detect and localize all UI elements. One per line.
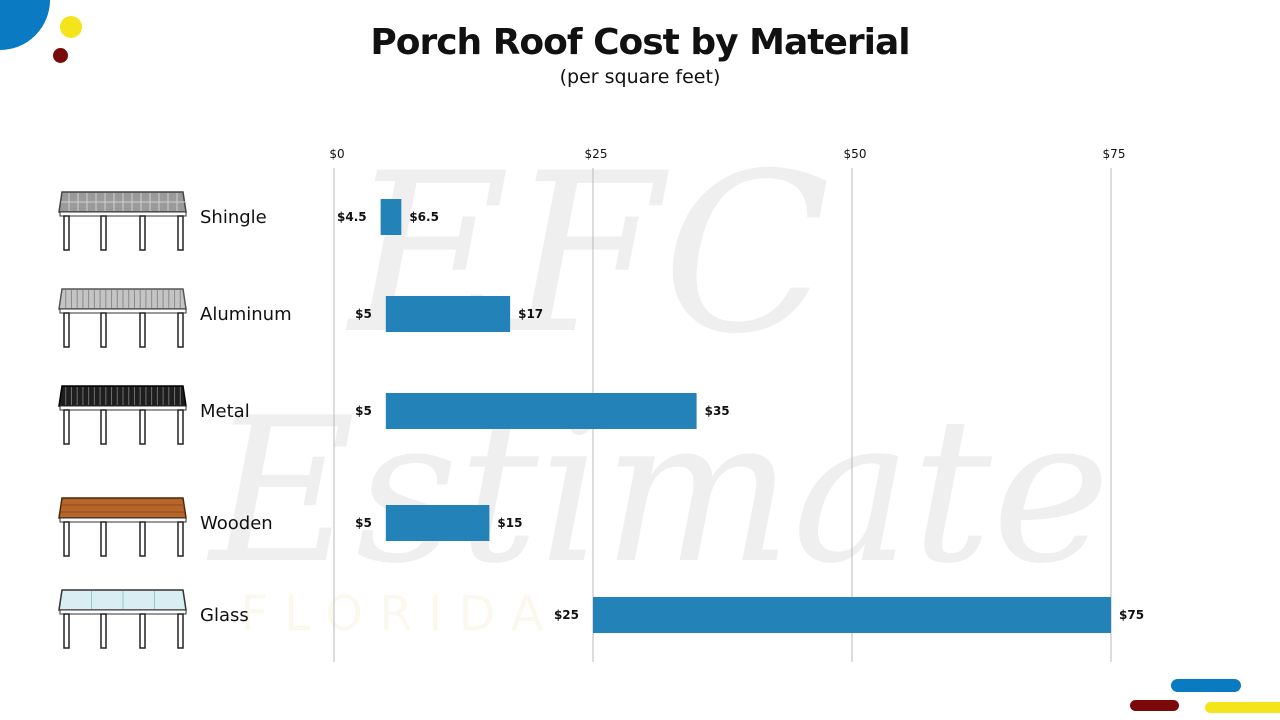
value-labels: $4.5 $6.5 $5 $17 $5 $35 $5 $15 $25 $75 [337,210,1144,622]
high-value-label-shingle: $6.5 [409,210,439,224]
category-icons [58,191,187,649]
bar-metal [385,393,697,429]
glass-roof-icon [58,589,187,649]
shingle-roof-icon [58,191,187,251]
bars [380,199,1111,633]
chart-subtitle: (per square feet) [559,66,721,88]
x-tick-label-2: $50 [844,147,867,161]
bar-shingle [380,199,402,235]
high-value-label-aluminum: $17 [518,307,543,321]
maroon-dot-decoration [53,48,68,63]
x-tick-label-0: $0 [329,147,344,161]
maroon-pill-decoration [1130,700,1179,711]
wooden-roof-icon [58,497,187,557]
low-value-label-glass: $25 [554,608,579,622]
watermark-efc: EFC [345,126,831,382]
low-value-label-metal: $5 [355,404,372,418]
category-label-aluminum: Aluminum [200,304,292,325]
watermark: EFC Estimate FLORIDA [206,126,1111,642]
yellow-dot-decoration [60,16,82,38]
low-value-label-aluminum: $5 [355,307,372,321]
watermark-florida: FLORIDA [241,586,560,642]
x-tick-label-1: $25 [585,147,608,161]
low-value-label-wooden: $5 [355,516,372,530]
category-label-glass: Glass [200,605,249,626]
high-value-label-glass: $75 [1119,608,1144,622]
blue-pill-decoration [1171,679,1241,692]
high-value-label-metal: $35 [705,404,730,418]
bar-wooden [385,505,490,541]
bar-aluminum [385,296,511,332]
yellow-pill-decoration [1205,702,1280,713]
metal-roof-icon [58,385,187,445]
low-value-label-shingle: $4.5 [337,210,367,224]
aluminum-roof-icon [58,288,187,348]
bar-glass [593,597,1111,633]
category-labels: Shingle Aluminum Metal Wooden Glass [200,207,292,626]
category-label-shingle: Shingle [200,207,267,228]
category-label-metal: Metal [200,401,250,422]
x-axis-ticks: $0 $25 $50 $75 [329,147,1125,161]
high-value-label-wooden: $15 [497,516,522,530]
x-tick-label-3: $75 [1103,147,1126,161]
category-label-wooden: Wooden [200,513,273,534]
chart-title: Porch Roof Cost by Material [370,22,910,63]
